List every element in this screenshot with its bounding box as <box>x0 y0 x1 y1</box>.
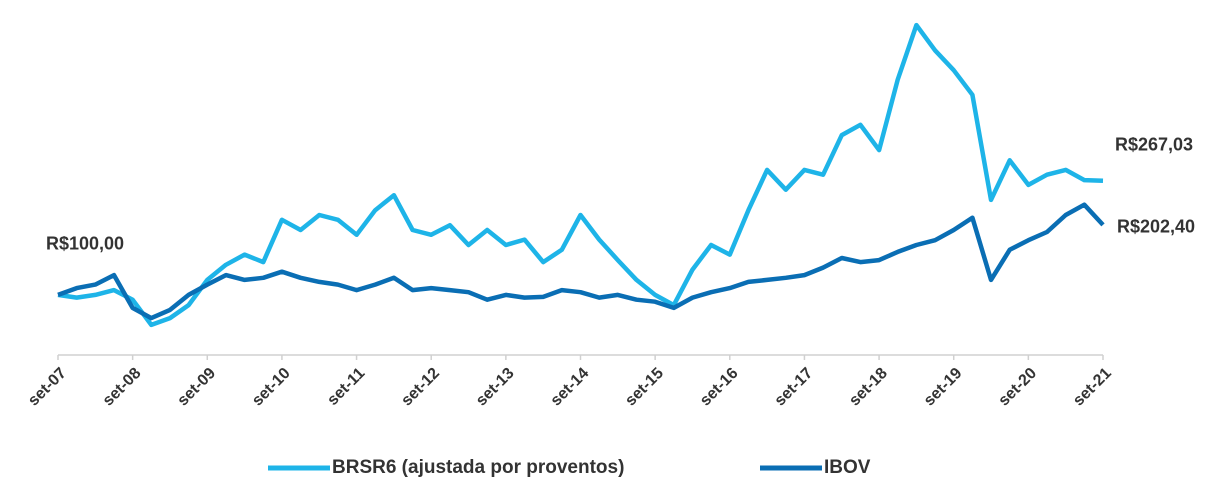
x-tick-label: set-19 <box>921 365 966 410</box>
x-tick-label: set-15 <box>622 365 667 410</box>
legend-label: IBOV <box>824 457 871 478</box>
series-line <box>57 202 1105 321</box>
x-tick-label: set-20 <box>995 365 1040 410</box>
legend-label: BRSR6 (ajustada por proventos) <box>332 457 624 478</box>
annotation: R$202,40 <box>1117 217 1195 237</box>
x-tick-label: set-08 <box>100 365 145 410</box>
x-tick-label: set-09 <box>174 365 219 410</box>
x-tick-label: set-18 <box>846 365 891 410</box>
x-tick-label: set-14 <box>548 365 593 410</box>
x-tick-label: set-16 <box>697 365 742 410</box>
x-tick-label: set-21 <box>1070 365 1115 410</box>
x-tick-label: set-17 <box>772 365 817 410</box>
annotation: R$100,00 <box>46 234 124 254</box>
x-tick-label: set-12 <box>398 365 443 410</box>
series-line <box>57 22 1104 328</box>
annotation: R$267,03 <box>1115 135 1193 155</box>
x-tick-label: set-13 <box>473 365 518 410</box>
x-tick-label: set-07 <box>25 365 70 410</box>
x-tick-label: set-10 <box>249 365 294 410</box>
x-tick-label: set-11 <box>324 365 368 409</box>
